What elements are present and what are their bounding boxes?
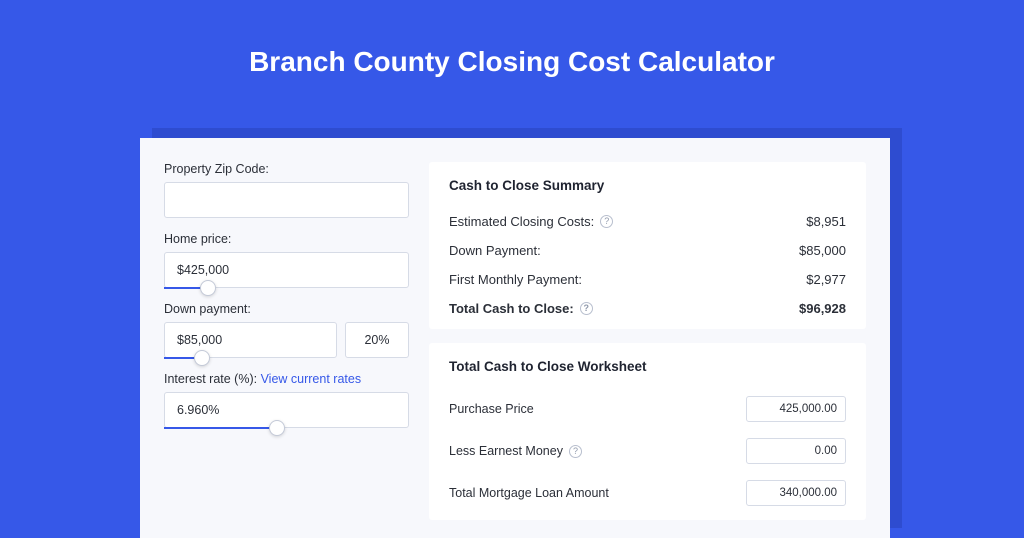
- worksheet-row-label: Total Mortgage Loan Amount: [449, 486, 609, 500]
- page-title: Branch County Closing Cost Calculator: [0, 0, 1024, 106]
- interest-rate-input[interactable]: 6.960%: [164, 392, 409, 428]
- worksheet-row-label: Purchase Price: [449, 402, 534, 416]
- summary-row-value: $2,977: [806, 272, 846, 287]
- interest-rate-slider-thumb[interactable]: [269, 420, 285, 436]
- summary-row-value: $85,000: [799, 243, 846, 258]
- worksheet-row: Less Earnest Money? 0.00: [449, 430, 846, 472]
- down-payment-slider[interactable]: [164, 357, 337, 359]
- summary-row-label: Estimated Closing Costs:: [449, 214, 594, 229]
- help-icon[interactable]: ?: [580, 302, 593, 315]
- inputs-column: Property Zip Code: Home price: $425,000 …: [164, 162, 409, 538]
- summary-row: Total Cash to Close:? $96,928: [449, 294, 846, 323]
- home-price-label: Home price:: [164, 232, 409, 246]
- down-payment-input[interactable]: $85,000: [164, 322, 337, 358]
- down-payment-pct-input[interactable]: 20%: [345, 322, 409, 358]
- home-price-slider-thumb[interactable]: [200, 280, 216, 296]
- summary-row: Down Payment: $85,000: [449, 236, 846, 265]
- summary-row-value: $8,951: [806, 214, 846, 229]
- zip-label: Property Zip Code:: [164, 162, 409, 176]
- worksheet-row-value[interactable]: 425,000.00: [746, 396, 846, 422]
- view-rates-link[interactable]: View current rates: [261, 372, 362, 386]
- home-price-slider[interactable]: [164, 287, 409, 289]
- interest-rate-label-text: Interest rate (%):: [164, 372, 261, 386]
- interest-rate-field: Interest rate (%): View current rates 6.…: [164, 372, 409, 428]
- worksheet-panel: Total Cash to Close Worksheet Purchase P…: [429, 343, 866, 520]
- down-payment-slider-thumb[interactable]: [194, 350, 210, 366]
- zip-input[interactable]: [164, 182, 409, 218]
- help-icon[interactable]: ?: [569, 445, 582, 458]
- summary-title: Cash to Close Summary: [449, 178, 846, 193]
- worksheet-row-value[interactable]: 0.00: [746, 438, 846, 464]
- summary-row: First Monthly Payment: $2,977: [449, 265, 846, 294]
- down-payment-label: Down payment:: [164, 302, 409, 316]
- worksheet-title: Total Cash to Close Worksheet: [449, 359, 846, 374]
- interest-rate-slider[interactable]: [164, 427, 409, 429]
- calculator-card: Property Zip Code: Home price: $425,000 …: [140, 138, 890, 538]
- worksheet-row-label: Less Earnest Money: [449, 444, 563, 458]
- worksheet-row-value[interactable]: 340,000.00: [746, 480, 846, 506]
- summary-row-label: First Monthly Payment:: [449, 272, 582, 287]
- zip-field: Property Zip Code:: [164, 162, 409, 218]
- down-payment-field: Down payment: $85,000 20%: [164, 302, 409, 358]
- worksheet-row: Purchase Price 425,000.00: [449, 388, 846, 430]
- help-icon[interactable]: ?: [600, 215, 613, 228]
- worksheet-row: Total Mortgage Loan Amount 340,000.00: [449, 472, 846, 514]
- summary-panel: Cash to Close Summary Estimated Closing …: [429, 162, 866, 329]
- interest-rate-label: Interest rate (%): View current rates: [164, 372, 409, 386]
- home-price-field: Home price: $425,000: [164, 232, 409, 288]
- summary-row: Estimated Closing Costs:? $8,951: [449, 207, 846, 236]
- summary-row-value: $96,928: [799, 301, 846, 316]
- summary-row-label: Total Cash to Close:: [449, 301, 574, 316]
- summary-row-label: Down Payment:: [449, 243, 541, 258]
- results-column: Cash to Close Summary Estimated Closing …: [429, 162, 866, 538]
